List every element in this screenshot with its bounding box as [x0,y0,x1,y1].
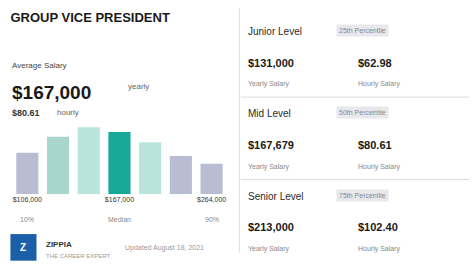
svg-text:10%: 10% [20,216,34,223]
svg-text:$80.61: $80.61 [12,108,40,118]
svg-text:$264,000: $264,000 [197,196,226,203]
svg-text:$167,000: $167,000 [105,196,134,203]
svg-text:$167,679: $167,679 [248,139,294,151]
svg-text:$167,000: $167,000 [12,82,91,103]
svg-text:THE CAREER EXPERT: THE CAREER EXPERT [46,253,111,259]
svg-text:$131,000: $131,000 [248,57,294,69]
svg-text:Yearly Salary: Yearly Salary [248,245,289,253]
svg-text:yearly: yearly [128,82,149,91]
svg-text:$62.98: $62.98 [358,57,392,69]
svg-text:$102.40: $102.40 [358,221,398,233]
svg-text:25th Percentile: 25th Percentile [339,27,386,34]
svg-text:90%: 90% [205,216,219,223]
svg-text:$106,000: $106,000 [13,196,42,203]
svg-text:Yearly Salary: Yearly Salary [248,80,289,88]
svg-text:Senior Level: Senior Level [248,191,304,202]
svg-text:75th Percentile: 75th Percentile [339,192,386,199]
svg-text:Hourly Salary: Hourly Salary [358,245,401,253]
svg-text:Hourly Salary: Hourly Salary [358,163,401,171]
svg-text:Average Salary: Average Salary [12,61,67,70]
svg-text:$80.61: $80.61 [358,139,392,151]
svg-text:50th Percentile: 50th Percentile [339,109,386,116]
svg-text:hourly: hourly [57,108,79,117]
svg-text:Mid Level: Mid Level [248,108,291,119]
svg-text:Hourly Salary: Hourly Salary [358,80,401,88]
svg-text:GROUP VICE PRESIDENT: GROUP VICE PRESIDENT [10,10,169,25]
svg-text:Median: Median [108,216,131,223]
svg-text:Z: Z [20,242,26,253]
svg-text:Updated August 18, 2021: Updated August 18, 2021 [125,244,204,252]
svg-text:$213,000: $213,000 [248,221,294,233]
svg-text:ZIPPIA: ZIPPIA [46,240,72,249]
svg-text:Yearly Salary: Yearly Salary [248,163,289,171]
svg-text:Junior Level: Junior Level [248,26,302,37]
